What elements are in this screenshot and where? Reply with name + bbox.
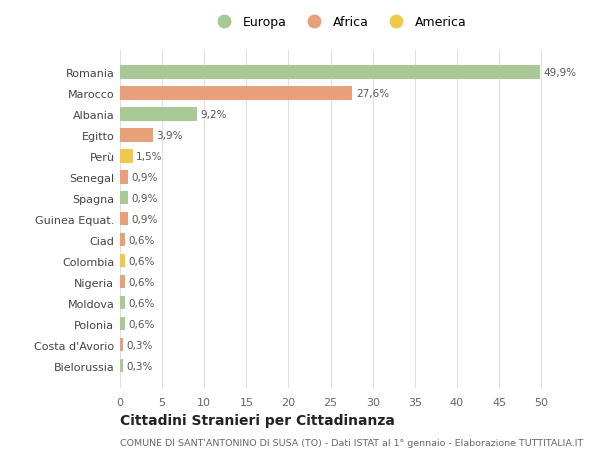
Text: COMUNE DI SANT'ANTONINO DI SUSA (TO) - Dati ISTAT al 1° gennaio - Elaborazione T: COMUNE DI SANT'ANTONINO DI SUSA (TO) - D… xyxy=(120,438,583,448)
Text: 0,3%: 0,3% xyxy=(126,340,152,350)
Text: 0,6%: 0,6% xyxy=(128,235,155,245)
Bar xyxy=(120,150,133,163)
Bar xyxy=(120,338,122,352)
Text: 9,2%: 9,2% xyxy=(201,110,227,119)
Bar xyxy=(120,108,197,121)
Text: 0,9%: 0,9% xyxy=(131,214,157,224)
Bar xyxy=(120,254,125,268)
Legend: Europa, Africa, America: Europa, Africa, America xyxy=(211,16,467,29)
Bar xyxy=(120,296,125,310)
Bar xyxy=(120,191,128,205)
Bar xyxy=(120,233,125,247)
Text: 0,6%: 0,6% xyxy=(128,319,155,329)
Bar xyxy=(120,129,153,142)
Bar xyxy=(120,170,128,184)
Text: 0,9%: 0,9% xyxy=(131,193,157,203)
Text: 0,3%: 0,3% xyxy=(126,361,152,371)
Text: 1,5%: 1,5% xyxy=(136,151,163,162)
Text: 0,9%: 0,9% xyxy=(131,172,157,182)
Bar xyxy=(120,317,125,330)
Text: 0,6%: 0,6% xyxy=(128,298,155,308)
Text: 27,6%: 27,6% xyxy=(356,89,389,99)
Bar xyxy=(120,87,352,101)
Text: 3,9%: 3,9% xyxy=(156,130,183,140)
Text: Cittadini Stranieri per Cittadinanza: Cittadini Stranieri per Cittadinanza xyxy=(120,413,395,427)
Bar xyxy=(120,66,541,79)
Bar xyxy=(120,275,125,289)
Bar xyxy=(120,213,128,226)
Text: 0,6%: 0,6% xyxy=(128,256,155,266)
Text: 0,6%: 0,6% xyxy=(128,277,155,287)
Bar xyxy=(120,359,122,373)
Text: 49,9%: 49,9% xyxy=(544,67,577,78)
